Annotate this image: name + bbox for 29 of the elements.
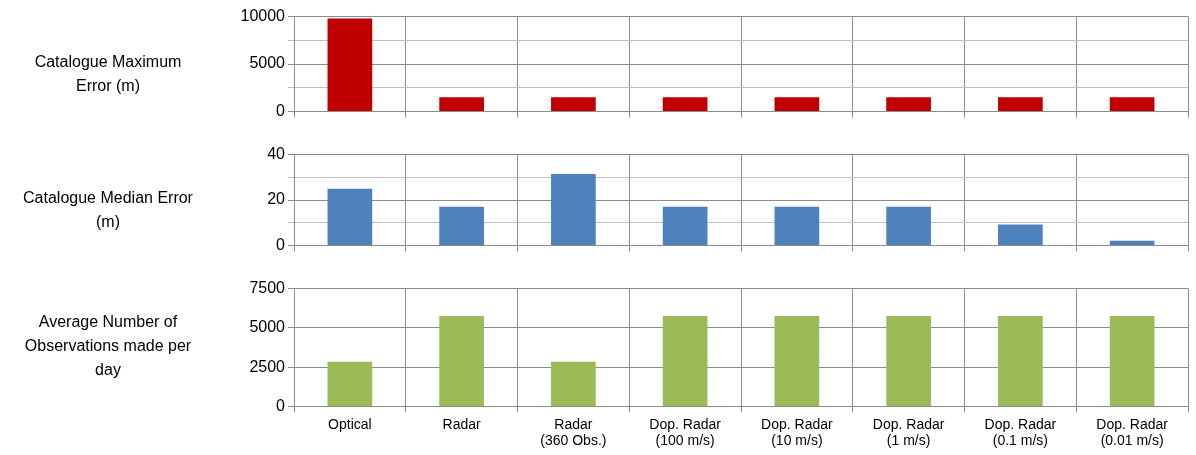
y-tick-label: 0 — [276, 396, 286, 414]
bar — [439, 206, 484, 245]
bar — [774, 206, 820, 245]
y-axis-title: Catalogue Median Error (m) — [22, 188, 194, 232]
x-tick-label: Optical — [328, 415, 372, 432]
bar — [1109, 240, 1155, 245]
y-axis-title: Catalogue Maximum Error (m) — [33, 52, 183, 96]
bar — [662, 206, 708, 245]
bar — [327, 188, 373, 245]
y-tick-label: 40 — [267, 145, 286, 163]
y-tick-label: 5000 — [249, 318, 286, 336]
y-tick-label: 5000 — [249, 54, 286, 72]
x-tick-label: Dop. Radar (1 m/s) — [872, 415, 945, 449]
y-tick-label: 0 — [276, 101, 286, 119]
x-tick-label: Dop. Radar (0.01 m/s) — [1096, 415, 1169, 449]
y-axis-title: Average Number of Observations made per day — [23, 312, 193, 380]
bar — [998, 224, 1043, 245]
x-tick-label: Radar — [442, 415, 482, 432]
y-tick-label: 2500 — [249, 357, 286, 375]
bar — [886, 206, 931, 245]
y-tick-label: 10000 — [240, 7, 286, 25]
bar — [551, 173, 596, 245]
x-tick-label: Radar (360 Obs.) — [540, 415, 607, 449]
y-tick-label: 0 — [276, 235, 286, 253]
x-tick-label: Dop. Radar (100 m/s) — [649, 415, 722, 449]
y-tick-label: 7500 — [249, 279, 286, 297]
x-tick-label: Dop. Radar (10 m/s) — [761, 415, 834, 449]
x-tick-label: Dop. Radar (0.1 m/s) — [984, 415, 1057, 449]
y-tick-label: 20 — [267, 190, 286, 208]
